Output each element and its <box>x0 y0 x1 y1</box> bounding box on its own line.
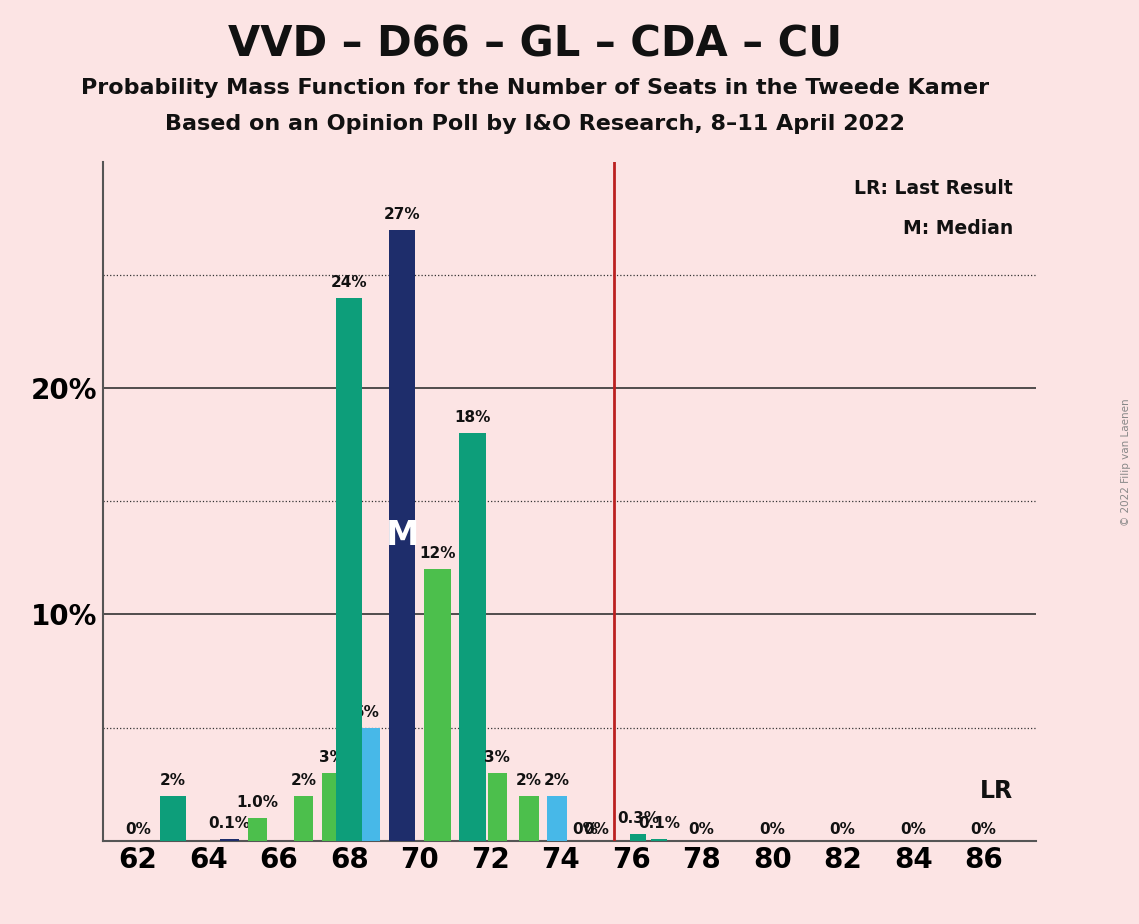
Text: M: M <box>385 518 419 552</box>
Text: 0%: 0% <box>689 822 714 837</box>
Text: 12%: 12% <box>419 546 456 561</box>
Text: 1.0%: 1.0% <box>237 796 279 810</box>
Bar <box>459 433 486 841</box>
Bar <box>424 569 451 841</box>
Bar <box>630 834 646 841</box>
Text: 0%: 0% <box>583 822 609 837</box>
Text: Based on an Opinion Poll by I&O Research, 8–11 April 2022: Based on an Opinion Poll by I&O Research… <box>165 114 906 134</box>
Text: 0%: 0% <box>760 822 785 837</box>
Text: 0%: 0% <box>900 822 926 837</box>
Text: 3%: 3% <box>484 750 510 765</box>
Text: 2%: 2% <box>159 772 186 787</box>
Bar <box>548 796 567 841</box>
Text: VVD – D66 – GL – CDA – CU: VVD – D66 – GL – CDA – CU <box>228 23 843 65</box>
Text: 18%: 18% <box>454 410 491 425</box>
Text: 24%: 24% <box>331 274 368 289</box>
Text: 0%: 0% <box>970 822 997 837</box>
Bar <box>336 298 362 841</box>
Text: 0%: 0% <box>573 822 598 837</box>
Bar <box>353 728 380 841</box>
Bar <box>294 796 313 841</box>
Bar <box>652 839 667 841</box>
Text: © 2022 Filip van Laenen: © 2022 Filip van Laenen <box>1121 398 1131 526</box>
Text: Probability Mass Function for the Number of Seats in the Tweede Kamer: Probability Mass Function for the Number… <box>81 78 990 98</box>
Text: 2%: 2% <box>544 772 571 787</box>
Text: LR: Last Result: LR: Last Result <box>854 178 1014 198</box>
Text: 0%: 0% <box>829 822 855 837</box>
Text: 5%: 5% <box>354 705 379 720</box>
Text: 2%: 2% <box>516 772 542 787</box>
Text: 0.1%: 0.1% <box>638 816 680 831</box>
Bar <box>322 772 342 841</box>
Bar <box>248 819 268 841</box>
Text: LR: LR <box>980 780 1014 804</box>
Text: 27%: 27% <box>384 207 420 222</box>
Text: 3%: 3% <box>319 750 344 765</box>
Text: 0.3%: 0.3% <box>617 811 659 826</box>
Text: M: Median: M: Median <box>903 219 1014 238</box>
Bar <box>487 772 507 841</box>
Bar <box>388 230 416 841</box>
Text: 0.1%: 0.1% <box>208 816 251 831</box>
Bar <box>220 839 239 841</box>
Bar <box>159 796 186 841</box>
Text: 0%: 0% <box>125 822 150 837</box>
Text: 2%: 2% <box>290 772 317 787</box>
Bar <box>519 796 539 841</box>
